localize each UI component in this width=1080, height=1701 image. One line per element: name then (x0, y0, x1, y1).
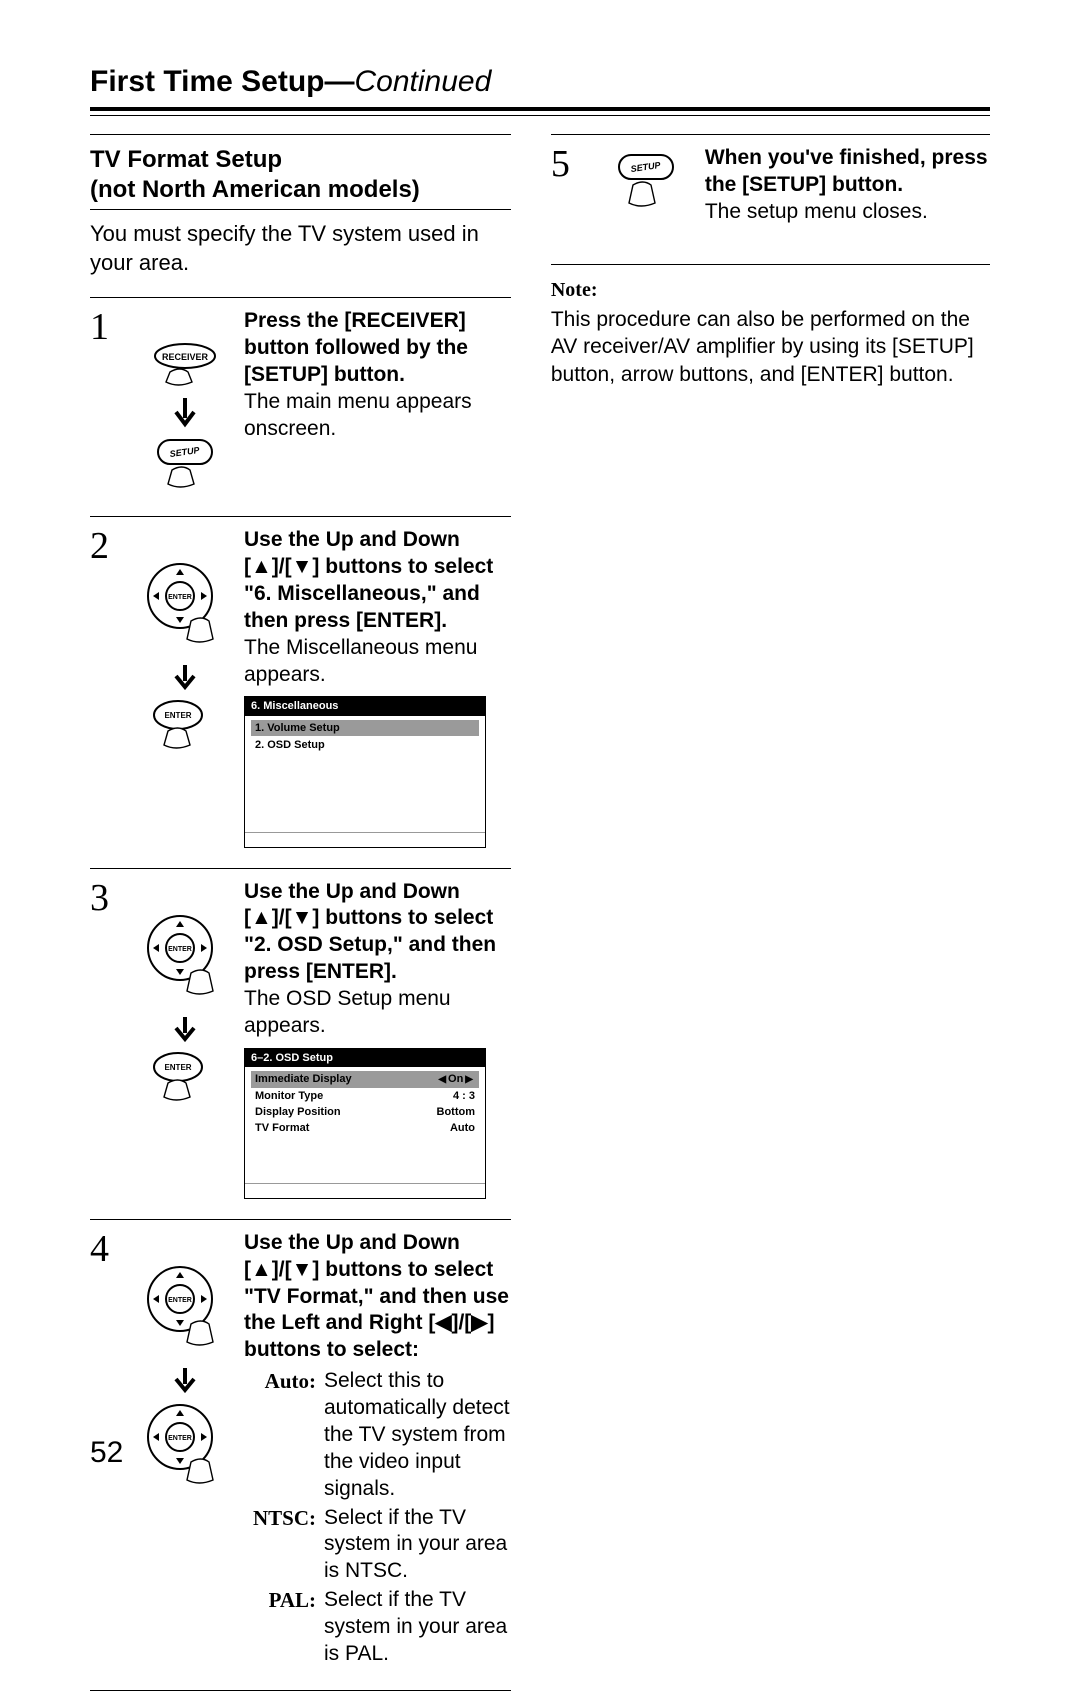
step-5: 5 SETUP When you've finished, press the … (551, 145, 990, 246)
page-title: First Time Setup—Continued (90, 65, 990, 105)
osd-item-1: 1. Volume Setup (251, 720, 479, 736)
osd-menu-miscellaneous: 6. Miscellaneous 1. Volume Setup 2. OSD … (244, 696, 486, 847)
step-5-number: 5 (551, 145, 587, 183)
note-block: Note: This procedure can also be perform… (551, 279, 990, 389)
step-4-instruction: Use the Up and Down [▲]/[▼] buttons to s… (244, 1231, 509, 1362)
step-2-body: Use the Up and Down [▲]/[▼] buttons to s… (244, 527, 511, 847)
down-arrow-icon (170, 1015, 200, 1045)
step-4-options: Auto: Select this to automatically detec… (244, 1368, 511, 1668)
osd-row-tv-format: TV FormatAuto (251, 1120, 479, 1136)
receiver-button-icon: RECEIVER (150, 342, 220, 390)
down-arrow-icon (170, 1366, 200, 1396)
section-intro: You must specify the TV system used in y… (90, 220, 511, 277)
setup-button-icon: SETUP (150, 438, 220, 496)
step-1-instruction: Press the [RECEIVER] button followed by … (244, 309, 468, 386)
section-heading-line1: TV Format Setup (90, 145, 511, 175)
section-rule-top (90, 134, 511, 135)
step-5-body: When you've finished, press the [SETUP] … (705, 145, 990, 226)
step-4: 4 ENTER (90, 1219, 511, 1690)
down-arrow-icon (170, 663, 200, 693)
svg-text:ENTER: ENTER (164, 1063, 191, 1072)
title-sep: — (325, 65, 355, 98)
osd-title: 6–2. OSD Setup (245, 1049, 485, 1067)
step-3: 3 ENTER (90, 868, 511, 1219)
dpad-enter-icon: ENTER (145, 1264, 225, 1360)
title-main: First Time Setup (90, 65, 325, 98)
down-triangle-icon: ▼ (292, 906, 313, 929)
note-text: This procedure can also be performed on … (551, 306, 990, 389)
enter-button-icon: ENTER (150, 699, 220, 755)
dpad-enter-icon: ENTER (145, 1402, 225, 1498)
step-3-result: The OSD Setup menu appears. (244, 987, 451, 1037)
step-1: 1 RECEIVER SETUP (90, 297, 511, 516)
step-2-result: The Miscellaneous menu appears. (244, 636, 477, 686)
section-heading-line2: (not North American models) (90, 175, 511, 205)
left-column: TV Format Setup (not North American mode… (90, 134, 511, 1701)
up-triangle-icon: ▲ (251, 906, 272, 929)
step-4-body: Use the Up and Down [▲]/[▼] buttons to s… (244, 1230, 511, 1670)
right-triangle-icon: ▶ (471, 1311, 487, 1334)
section-heading: TV Format Setup (not North American mode… (90, 145, 511, 205)
svg-text:ENTER: ENTER (168, 946, 192, 953)
title-continued: Continued (355, 65, 492, 98)
dpad-enter-icon: ENTER (145, 913, 225, 1009)
option-ntsc-label: NTSC: (244, 1505, 316, 1586)
step-1-result: The main menu appears onscreen. (244, 390, 472, 440)
step-3-number: 3 (90, 879, 126, 917)
left-triangle-icon: ◀ (435, 1311, 451, 1334)
step-4-number: 4 (90, 1230, 126, 1268)
option-auto-label: Auto: (244, 1368, 316, 1502)
svg-text:RECEIVER: RECEIVER (162, 352, 209, 362)
osd-item-2: 2. OSD Setup (251, 737, 479, 753)
enter-button-icon: ENTER (150, 1051, 220, 1107)
right-column: 5 SETUP When you've finished, press the … (551, 134, 990, 1701)
step-2: 2 ENTER (90, 516, 511, 867)
osd-row-monitor-type: Monitor Type4 : 3 (251, 1088, 479, 1104)
option-auto-desc: Select this to automatically detect the … (324, 1368, 511, 1502)
svg-text:ENTER: ENTER (168, 594, 192, 601)
svg-text:ENTER: ENTER (168, 1435, 192, 1442)
osd-menu-osdsetup: 6–2. OSD Setup Immediate Display ◀On▶ Mo… (244, 1048, 486, 1199)
down-triangle-icon: ▼ (292, 555, 313, 578)
title-rule (90, 107, 990, 116)
page-number: 52 (90, 1436, 123, 1470)
step-3-instruction: Use the Up and Down [▲]/[▼] buttons to s… (244, 880, 496, 984)
svg-text:ENTER: ENTER (168, 1297, 192, 1304)
step-2-number: 2 (90, 527, 126, 565)
step-5-instruction: When you've finished, press the [SETUP] … (705, 146, 988, 196)
option-ntsc: NTSC: Select if the TV system in your ar… (244, 1505, 511, 1586)
option-auto: Auto: Select this to automatically detec… (244, 1368, 511, 1502)
dpad-enter-icon: ENTER (145, 561, 225, 657)
left-triangle-icon: ◀ (436, 1074, 448, 1085)
note-label: Note: (551, 279, 598, 301)
down-triangle-icon: ▼ (292, 1258, 313, 1281)
option-pal-label: PAL: (244, 1587, 316, 1668)
right-rule-bottom (551, 264, 990, 265)
osd-row-display-position: Display PositionBottom (251, 1104, 479, 1120)
up-triangle-icon: ▲ (251, 1258, 272, 1281)
option-ntsc-desc: Select if the TV system in your area is … (324, 1505, 511, 1586)
svg-text:ENTER: ENTER (164, 711, 191, 720)
step-2-instruction: Use the Up and Down [▲]/[▼] buttons to s… (244, 528, 493, 632)
option-pal-desc: Select if the TV system in your area is … (324, 1587, 511, 1668)
right-triangle-icon: ▶ (463, 1074, 475, 1085)
section-rule-bottom (90, 209, 511, 210)
setup-button-icon: SETUP (611, 153, 681, 219)
osd-title: 6. Miscellaneous (245, 697, 485, 715)
step-4-bottom-rule (90, 1690, 511, 1691)
right-rule-top (551, 134, 990, 135)
down-arrow-icon (170, 396, 200, 432)
step-3-body: Use the Up and Down [▲]/[▼] buttons to s… (244, 879, 511, 1199)
step-1-number: 1 (90, 308, 126, 346)
option-pal: PAL: Select if the TV system in your are… (244, 1587, 511, 1668)
step-5-result: The setup menu closes. (705, 200, 928, 223)
osd-row-immediate-display: Immediate Display ◀On▶ (251, 1071, 479, 1088)
up-triangle-icon: ▲ (251, 555, 272, 578)
step-1-body: Press the [RECEIVER] button followed by … (244, 308, 511, 442)
